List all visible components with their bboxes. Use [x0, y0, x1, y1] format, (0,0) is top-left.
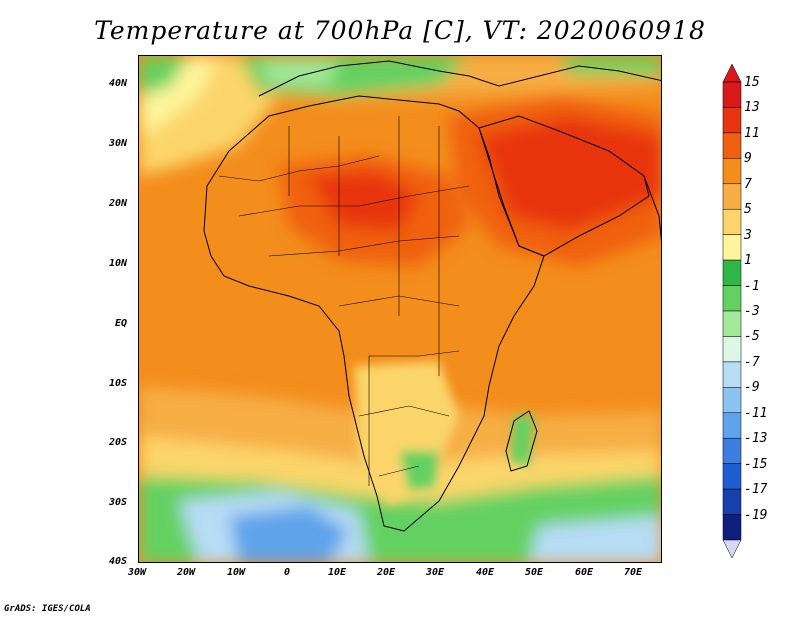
country-borders-meridional [288, 116, 440, 486]
arabia-coastline [478, 115, 650, 257]
colorbar-swatch [722, 310, 742, 337]
lon-label: 30E [426, 567, 445, 578]
colorbar-bottom-arrow [722, 539, 742, 559]
colorbar-swatch [722, 234, 742, 261]
colorbar-swatch [722, 107, 742, 134]
lon-label: 60E [575, 567, 594, 578]
colorbar-label: 7 [744, 176, 752, 192]
colorbar-label: 5 [744, 202, 752, 218]
map-panel [138, 55, 662, 563]
colorbar-swatch [722, 361, 742, 388]
colorbar-label: -13 [744, 431, 768, 447]
colorbar-label: 1 [744, 253, 752, 269]
colorbar-swatch [722, 158, 742, 185]
temperature-field [139, 56, 661, 562]
cool-patch-northwest [139, 56, 189, 96]
lat-label: 30S [109, 497, 128, 508]
lat-label: 20S [109, 437, 128, 448]
colorbar-swatch [722, 285, 742, 312]
colorbar-swatch [722, 183, 742, 210]
colorbar-swatch [722, 208, 742, 235]
colorbar-swatch [722, 437, 742, 464]
colorbar-label: -15 [744, 456, 768, 472]
lat-label: 30N [109, 138, 128, 149]
colorbar-top-arrow [722, 63, 742, 83]
hot-core-arabia [479, 116, 661, 231]
map-title: Temperature at 700hPa [C], VT: 202006091… [94, 16, 706, 45]
lon-label: 10W [227, 567, 246, 578]
colorbar-label: -3 [744, 304, 760, 319]
india-coastline [643, 175, 661, 242]
lat-label: 10N [109, 258, 128, 269]
lon-label: 20E [377, 567, 396, 578]
cool-pool-indian-ocean [529, 516, 661, 562]
hot-core-sahara [309, 171, 419, 231]
colorbar-label: 13 [744, 100, 760, 116]
lat-label: 40N [109, 78, 128, 89]
lon-label: 20W [177, 567, 196, 578]
lon-label: 40E [476, 567, 495, 578]
cool-patch-south-africa [399, 451, 439, 491]
colorbar-label: 9 [744, 151, 752, 167]
madagascar-coastline [505, 410, 538, 472]
cool-core-iberia [259, 61, 339, 86]
lon-label: 0 [284, 567, 291, 578]
colorbar-label: -17 [744, 482, 768, 498]
colorbar-label: -19 [744, 507, 768, 523]
lat-label: 20N [109, 198, 128, 209]
colorbar-label: -9 [744, 380, 760, 396]
colorbar-swatch [722, 488, 742, 515]
lon-label: 70E [624, 567, 643, 578]
lat-label: 10S [109, 378, 128, 389]
colorbar-swatch [722, 132, 742, 159]
coastlines [203, 60, 661, 532]
europe-coastline [258, 60, 661, 97]
lat-label: 40S [109, 556, 128, 567]
lon-label: 50E [525, 567, 544, 578]
colorbar-label: -11 [744, 405, 768, 421]
lon-label: 10E [328, 567, 347, 578]
cold-core-south-atlantic [229, 506, 349, 562]
lat-label: EQ [115, 318, 128, 329]
colorbar-label: 15 [744, 75, 760, 90]
lon-label: 30W [128, 567, 147, 578]
africa-coastline [203, 95, 545, 532]
colorbar-swatch [722, 259, 742, 286]
credit-label: GrADS: IGES/COLA [4, 604, 91, 614]
colorbar [722, 63, 742, 559]
cool-patch-madagascar [511, 416, 534, 466]
colorbar-label: 11 [744, 125, 760, 141]
colorbar-label: 3 [744, 227, 752, 243]
cool-zone-caspian [559, 56, 661, 76]
colorbar-label: -1 [744, 278, 760, 294]
colorbar-swatch [722, 463, 742, 490]
colorbar-swatch [722, 412, 742, 439]
colorbar-swatch [722, 336, 742, 363]
colorbar-swatch [722, 81, 742, 108]
colorbar-swatch [722, 514, 742, 541]
colorbar-label: -7 [744, 354, 760, 370]
colorbar-label: -5 [744, 329, 760, 345]
colorbar-swatch [722, 387, 742, 414]
